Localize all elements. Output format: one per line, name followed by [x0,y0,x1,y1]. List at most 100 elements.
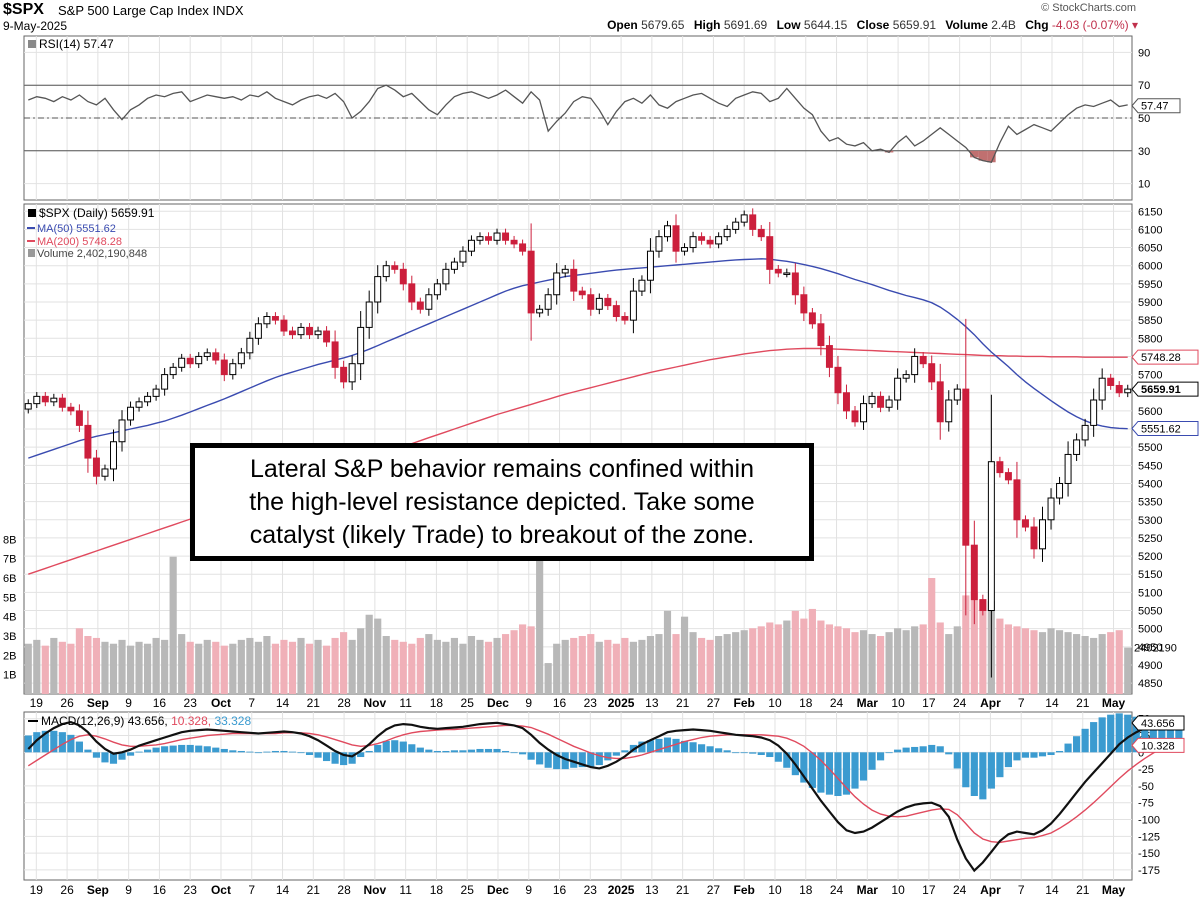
candle-body [706,239,714,245]
candle-body [101,468,109,477]
price-legend-icon [28,209,36,217]
price-y-tick-label: 6000 [1138,261,1162,273]
volume-bar [919,624,927,694]
x-tick-label-bottom: 26 [60,883,74,897]
volume-bar [817,620,825,694]
candle-body [485,236,492,241]
candle-body [1039,519,1046,550]
candle-body [169,366,177,376]
candle-body [757,228,765,238]
x-tick-label-bottom: 24 [830,883,844,897]
x-tick-label-top: Oct [211,696,231,710]
macd-histogram-bar [928,744,936,753]
macd-histogram-bar [766,752,774,758]
rsi-y-tick-label: 10 [1138,179,1150,191]
macd-histogram-bar [953,752,961,769]
volume-bar [672,634,680,694]
macd-histogram-bar [246,751,254,753]
high-label: High [693,18,721,32]
x-tick-label-bottom: Feb [734,883,755,897]
volume-bar [442,641,450,694]
price-y-tick-label: 5850 [1138,315,1162,327]
volume-bar [382,636,390,694]
volume-bar [135,641,143,694]
rsi-y-tick-label: 30 [1138,146,1150,158]
macd-histogram-bar [314,752,322,758]
ma200-last-value: 5748.28 [1141,352,1181,364]
candle-body [885,399,893,408]
macd-histogram-bar [322,752,331,762]
chg-down-icon: ▾ [1131,18,1138,32]
macd-last-value-tag [1131,715,1185,731]
macd-histogram-bar [67,734,75,753]
candle-body [842,392,850,412]
macd-histogram-bar [109,752,118,764]
macd-histogram-bar [570,752,578,768]
candle-body [894,377,902,401]
volume-bar [459,643,467,694]
candle-body [433,283,441,296]
price-y-tick-label: 5400 [1138,478,1162,490]
volume-bar [203,639,211,694]
macd-histogram-bar [553,752,561,770]
chart-date: 9-May-2025 [3,19,68,33]
price-y-tick-label: 5800 [1138,333,1162,345]
macd-histogram-bar [1030,752,1038,758]
macd-histogram-bar [1021,752,1030,758]
x-tick-label-bottom: May [1102,883,1126,897]
price-y-tick-label: 5500 [1138,442,1162,454]
macd-histogram-bar [84,749,92,753]
x-tick-label-top: 21 [307,696,321,710]
macd-histogram-bar [646,740,655,753]
macd-histogram-bar [1124,714,1132,753]
volume-bar [109,643,118,694]
candle-body [536,308,544,314]
macd-histogram-bar [365,750,373,753]
volume-bar [570,637,578,694]
macd-histogram-bar [527,752,535,760]
x-tick-label-bottom: 17 [922,883,936,897]
macd-y-tick-label: -25 [1138,764,1154,776]
volume-bar [757,626,765,694]
candle-body [1004,472,1012,481]
macd-signal-line [27,724,1179,844]
rsi-oversold-fill [978,150,988,161]
candle-body [365,301,373,328]
volume-bar [467,636,476,694]
volume-bar [834,626,842,694]
macd-histogram-bar [348,752,356,764]
candle-body [646,250,654,281]
macd-histogram-bar [1064,743,1072,753]
ma50-last-value-tag [1131,420,1199,436]
ma200-legend: MA(200) 5748.28 [37,236,122,248]
volume-bar [766,622,774,694]
volume-bar [92,637,101,694]
x-tick-label-top: 10 [891,696,905,710]
chg-label: Chg [1025,18,1049,32]
candle-body [945,399,953,423]
volume-bar [246,637,254,694]
macd-y-tick-label: -75 [1138,798,1154,810]
candle-body [766,236,774,270]
volume-bar [118,639,126,694]
x-tick-label-bottom: 16 [553,883,567,897]
candle-body [1056,482,1064,499]
candle-body [118,419,126,443]
x-tick-label-top: 24 [953,696,967,710]
macd-histogram-bar [595,752,603,766]
macd-histogram-bar [902,747,910,753]
candle-body [459,250,467,263]
macd-histogram-bar [536,752,544,765]
macd-histogram-bar [612,752,620,756]
volume-bar [527,626,535,694]
candle-body [1030,526,1038,550]
macd-histogram-bar [680,740,689,753]
candle-body [186,357,194,365]
candle-body [467,239,475,252]
volume-bar [774,624,782,694]
candle-body [1073,439,1081,455]
price-y-tick-label: 5600 [1138,406,1162,418]
exchange: INDX [212,3,244,18]
x-tick-label-bottom: 9 [525,883,532,897]
volume-bar [962,595,970,694]
